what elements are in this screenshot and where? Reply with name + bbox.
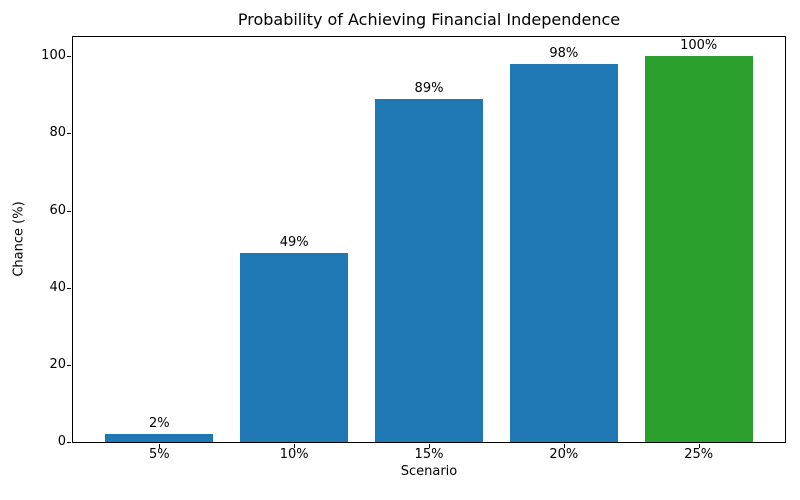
x-tick-mark xyxy=(698,444,700,448)
x-tick-label: 10% xyxy=(279,447,309,462)
y-tick-label: 0 xyxy=(57,434,66,449)
bar-10% xyxy=(240,253,349,442)
x-tick-mark xyxy=(294,444,296,448)
bar-value-label: 100% xyxy=(680,38,718,54)
bar-20% xyxy=(509,64,618,442)
y-tick-mark xyxy=(67,210,71,212)
y-tick-label: 60 xyxy=(49,202,66,218)
x-tick-label: 25% xyxy=(684,447,714,462)
y-tick-mark xyxy=(67,287,71,289)
x-tick-label: 20% xyxy=(549,447,579,462)
plot-area: 2% 5% 49% 10% 89% 15% 98% 20% 100% 25% 0 20 40 60 80 10… xyxy=(41,36,786,462)
bar-5% xyxy=(105,434,214,442)
x-tick-mark xyxy=(429,444,430,448)
x-tick-label: 5% xyxy=(148,447,170,462)
y-tick-mark xyxy=(67,133,71,135)
bar-value-label: 2% xyxy=(148,416,170,432)
y-tick-mark xyxy=(67,56,71,58)
y-tick-mark xyxy=(67,364,71,366)
x-tick-label: 15% xyxy=(414,447,444,462)
y-tick-label: 40 xyxy=(49,279,66,295)
x-axis-label: Scenario xyxy=(400,464,458,479)
y-tick-label: 100 xyxy=(41,48,66,64)
bar-15% xyxy=(375,98,483,442)
x-tick-mark xyxy=(159,444,161,448)
bar-25% xyxy=(644,56,753,442)
y-tick-mark xyxy=(67,442,71,443)
bar-value-label: 49% xyxy=(279,235,309,250)
y-tick-label: 80 xyxy=(49,125,66,141)
y-tick-label: 20 xyxy=(49,356,66,372)
chart-title: Probability of Achieving Financial Indep… xyxy=(237,10,621,29)
x-tick-mark xyxy=(563,444,565,448)
bar-value-label: 89% xyxy=(414,80,444,96)
bar-value-label: 98% xyxy=(549,46,579,61)
